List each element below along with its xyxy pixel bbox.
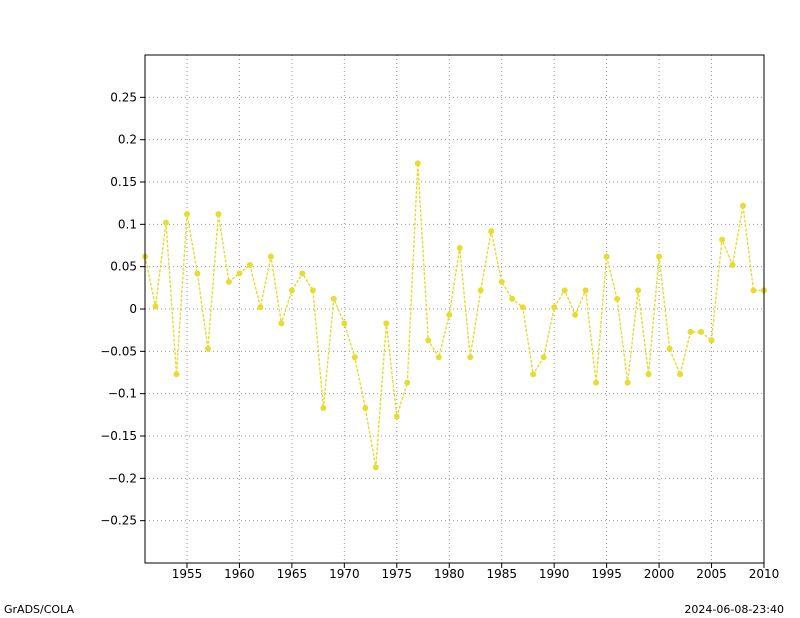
data-point xyxy=(257,304,264,311)
data-point xyxy=(593,379,600,386)
footer-credit: GrADS/COLA xyxy=(4,603,74,616)
data-point xyxy=(456,245,463,252)
data-point xyxy=(414,160,421,167)
data-point xyxy=(152,303,159,310)
data-point xyxy=(362,405,369,412)
data-point xyxy=(330,295,337,302)
data-point xyxy=(488,228,495,235)
data-point xyxy=(267,253,274,260)
data-point xyxy=(383,320,390,327)
y-tick-label: −0.25 xyxy=(100,514,137,528)
y-tick-label: 0.05 xyxy=(110,260,137,274)
data-point xyxy=(215,211,222,218)
data-point xyxy=(729,261,736,268)
x-tick-label: 1995 xyxy=(591,567,622,581)
data-point xyxy=(519,304,526,311)
axis-ticks xyxy=(140,96,765,568)
y-tick-label: 0.25 xyxy=(110,90,137,104)
data-point xyxy=(656,253,663,260)
data-point xyxy=(645,371,652,378)
data-point xyxy=(551,304,558,311)
data-point xyxy=(740,202,747,209)
data-point xyxy=(509,295,516,302)
y-tick-label: −0.2 xyxy=(108,471,137,485)
data-point xyxy=(561,287,568,294)
x-tick-label: 1970 xyxy=(329,567,360,581)
x-tick-label: 1985 xyxy=(486,567,517,581)
data-point xyxy=(477,287,484,294)
data-point xyxy=(236,270,243,277)
data-point xyxy=(194,270,201,277)
data-point xyxy=(225,278,232,285)
grid xyxy=(145,55,764,563)
data-point xyxy=(299,270,306,277)
data-point xyxy=(309,287,316,294)
data-point xyxy=(624,379,631,386)
data-point xyxy=(614,295,621,302)
data-point xyxy=(572,311,579,318)
y-tick-label: −0.05 xyxy=(100,344,137,358)
data-point xyxy=(498,278,505,285)
data-point xyxy=(278,320,285,327)
data-point xyxy=(530,371,537,378)
data-point xyxy=(582,287,589,294)
x-tick-label: 1975 xyxy=(382,567,413,581)
data-point xyxy=(372,464,379,471)
x-tick-label: 1955 xyxy=(172,567,203,581)
data-point xyxy=(467,354,474,361)
x-tick-label: 2010 xyxy=(749,567,780,581)
data-point xyxy=(698,328,705,335)
data-point xyxy=(540,354,547,361)
data-point xyxy=(687,328,694,335)
data-point xyxy=(435,354,442,361)
y-tick-label: 0.1 xyxy=(118,217,137,231)
data-point xyxy=(404,379,411,386)
x-tick-label: 2005 xyxy=(696,567,727,581)
data-point xyxy=(425,337,432,344)
data-point xyxy=(719,236,726,243)
x-tick-label: 1990 xyxy=(539,567,570,581)
data-point xyxy=(708,337,715,344)
data-point xyxy=(288,287,295,294)
x-tick-label: 1980 xyxy=(434,567,465,581)
data-point xyxy=(183,211,190,218)
data-point xyxy=(341,320,348,327)
x-tick-label: 2000 xyxy=(644,567,675,581)
data-point xyxy=(351,354,358,361)
data-point xyxy=(162,219,169,226)
y-tick-label: −0.1 xyxy=(108,387,137,401)
data-point xyxy=(603,253,610,260)
axis-tick-labels: 1955 1960 1965 1970 1975 1980 1985 1990 1995 2000… xyxy=(100,90,779,581)
data-point xyxy=(666,345,673,352)
y-tick-label: −0.15 xyxy=(100,429,137,443)
data-point xyxy=(204,345,211,352)
series-points xyxy=(142,160,767,471)
data-point xyxy=(173,371,180,378)
y-tick-label: 0.15 xyxy=(110,175,137,189)
data-point xyxy=(750,287,757,294)
series-line xyxy=(144,163,764,468)
data-point xyxy=(246,261,253,268)
data-point xyxy=(393,413,400,420)
data-point xyxy=(446,311,453,318)
x-tick-label: 1960 xyxy=(224,567,255,581)
x-tick-label: 1965 xyxy=(277,567,308,581)
data-point xyxy=(677,371,684,378)
y-tick-label: 0.2 xyxy=(118,133,137,147)
series-polyline xyxy=(144,163,764,468)
footer-timestamp: 2024-06-08-23:40 xyxy=(684,603,784,616)
data-point xyxy=(635,287,642,294)
data-point xyxy=(320,405,327,412)
y-tick-label: 0 xyxy=(129,302,137,316)
